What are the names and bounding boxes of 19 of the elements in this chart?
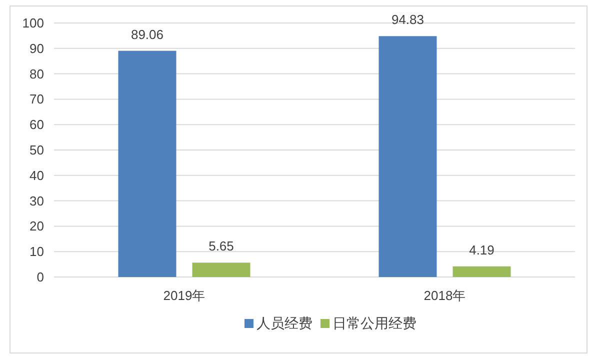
legend-label: 人员经费: [256, 315, 312, 331]
y-tick-label: 70: [30, 92, 44, 107]
y-tick-label: 10: [30, 244, 44, 260]
data-label: 5.65: [208, 238, 234, 254]
y-tick-label: 90: [30, 40, 44, 56]
y-tick-label: 40: [30, 168, 44, 183]
y-tick-label: 80: [30, 66, 44, 82]
legend-label: 日常公用经费: [332, 315, 416, 331]
data-label: 89.06: [130, 26, 164, 42]
y-tick-label: 30: [30, 193, 44, 208]
y-tick-label: 20: [30, 218, 44, 234]
data-label: 4.19: [469, 242, 494, 258]
x-tick-label: 2018年: [424, 288, 466, 303]
x-tick-label: 2019年: [163, 288, 206, 303]
y-tick-label: 0: [36, 270, 44, 284]
y-tick-label: 50: [30, 142, 44, 158]
data-label: 94.83: [391, 12, 424, 28]
y-tick-label: 60: [30, 117, 44, 132]
y-tick-label: 100: [22, 16, 44, 30]
